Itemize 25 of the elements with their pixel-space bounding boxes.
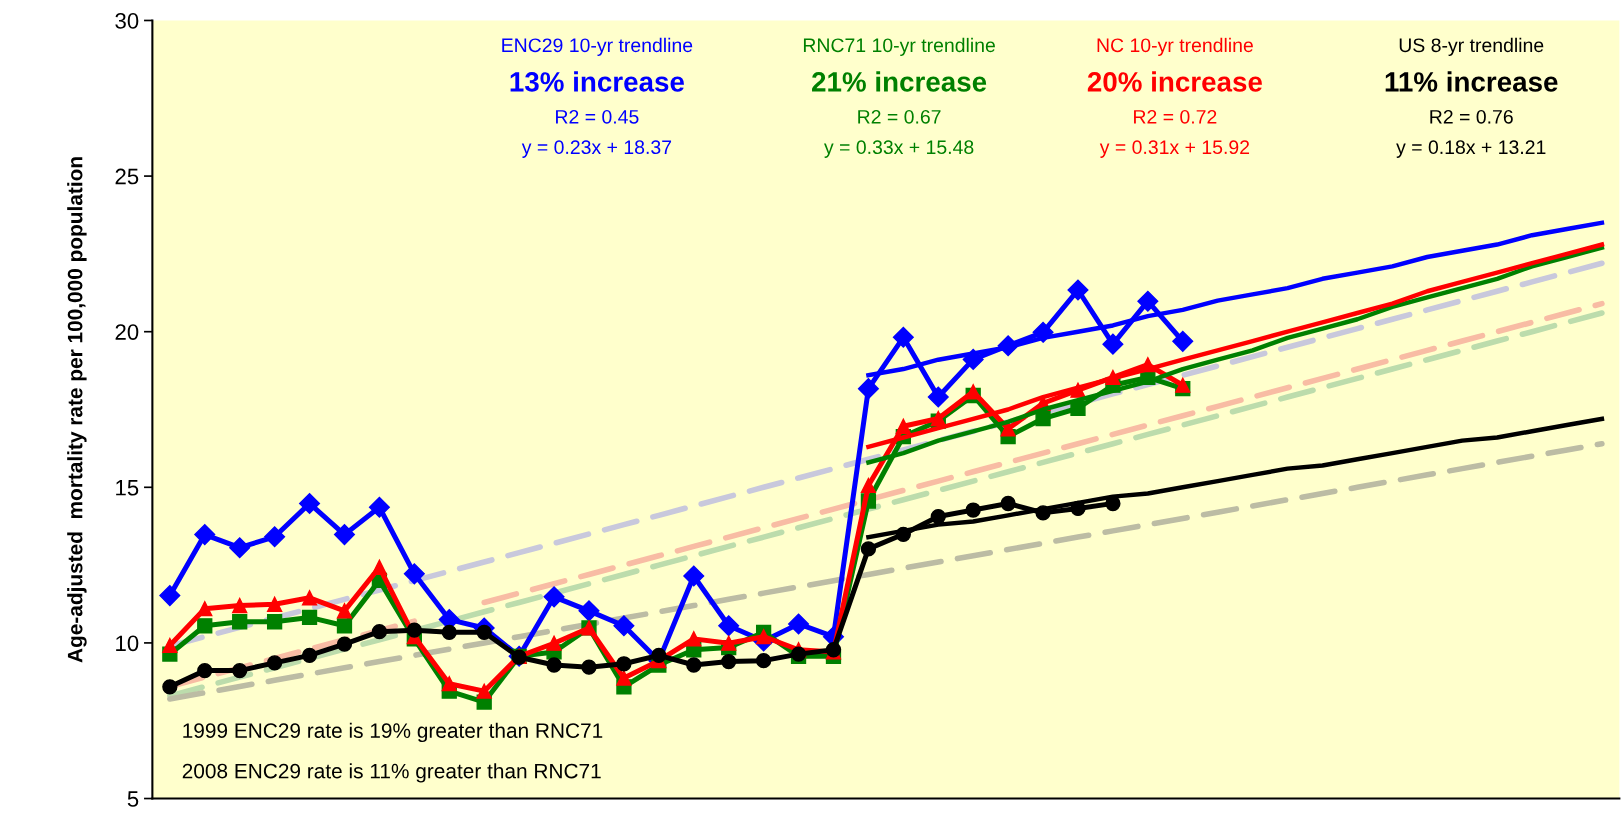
y-tick-label: 15 [116, 480, 139, 496]
annotation: R2 = 0.67 [858, 109, 941, 124]
annotation: R2 = 0.76 [1430, 109, 1513, 124]
annotation: 20% increase [1087, 71, 1262, 92]
y-tick-label: 5 [127, 791, 139, 807]
y-tick-label: 20 [115, 324, 139, 340]
annotation: 21% increase [812, 71, 987, 92]
annotation: y = 0.31x + 15.92 [1099, 140, 1250, 158]
annotation: y = 0.18x + 13.21 [1396, 140, 1546, 158]
y-axis-title: Age-adjusted mortality rate per 100,000 population [67, 157, 87, 663]
annotation: 2008 ENC29 rate is 11% greater than RNC71 [182, 763, 601, 783]
annotation: y = 0.23x + 18.37 [521, 140, 672, 158]
annotation: R2 = 0.45 [556, 109, 639, 124]
annotation: RNC71 10-yr trendline [803, 37, 995, 56]
annotation: R2 = 0.72 [1134, 109, 1217, 124]
y-tick-label: 30 [115, 13, 139, 29]
annotation: NC 10-yr trendline [1097, 37, 1253, 56]
y-tick-label: 10 [116, 635, 139, 652]
annotation: ENC29 10-yr trendline [502, 37, 693, 56]
annotation: y = 0.33x + 15.48 [824, 140, 974, 158]
annotation: 11% increase [1385, 71, 1558, 92]
annotation: 1999 ENC29 rate is 19% greater than RNC71 [183, 722, 603, 743]
annotation: 13% increase [510, 71, 684, 92]
annotation: US 8-yr trendline [1399, 37, 1544, 56]
y-tick-label: 25 [115, 168, 139, 185]
